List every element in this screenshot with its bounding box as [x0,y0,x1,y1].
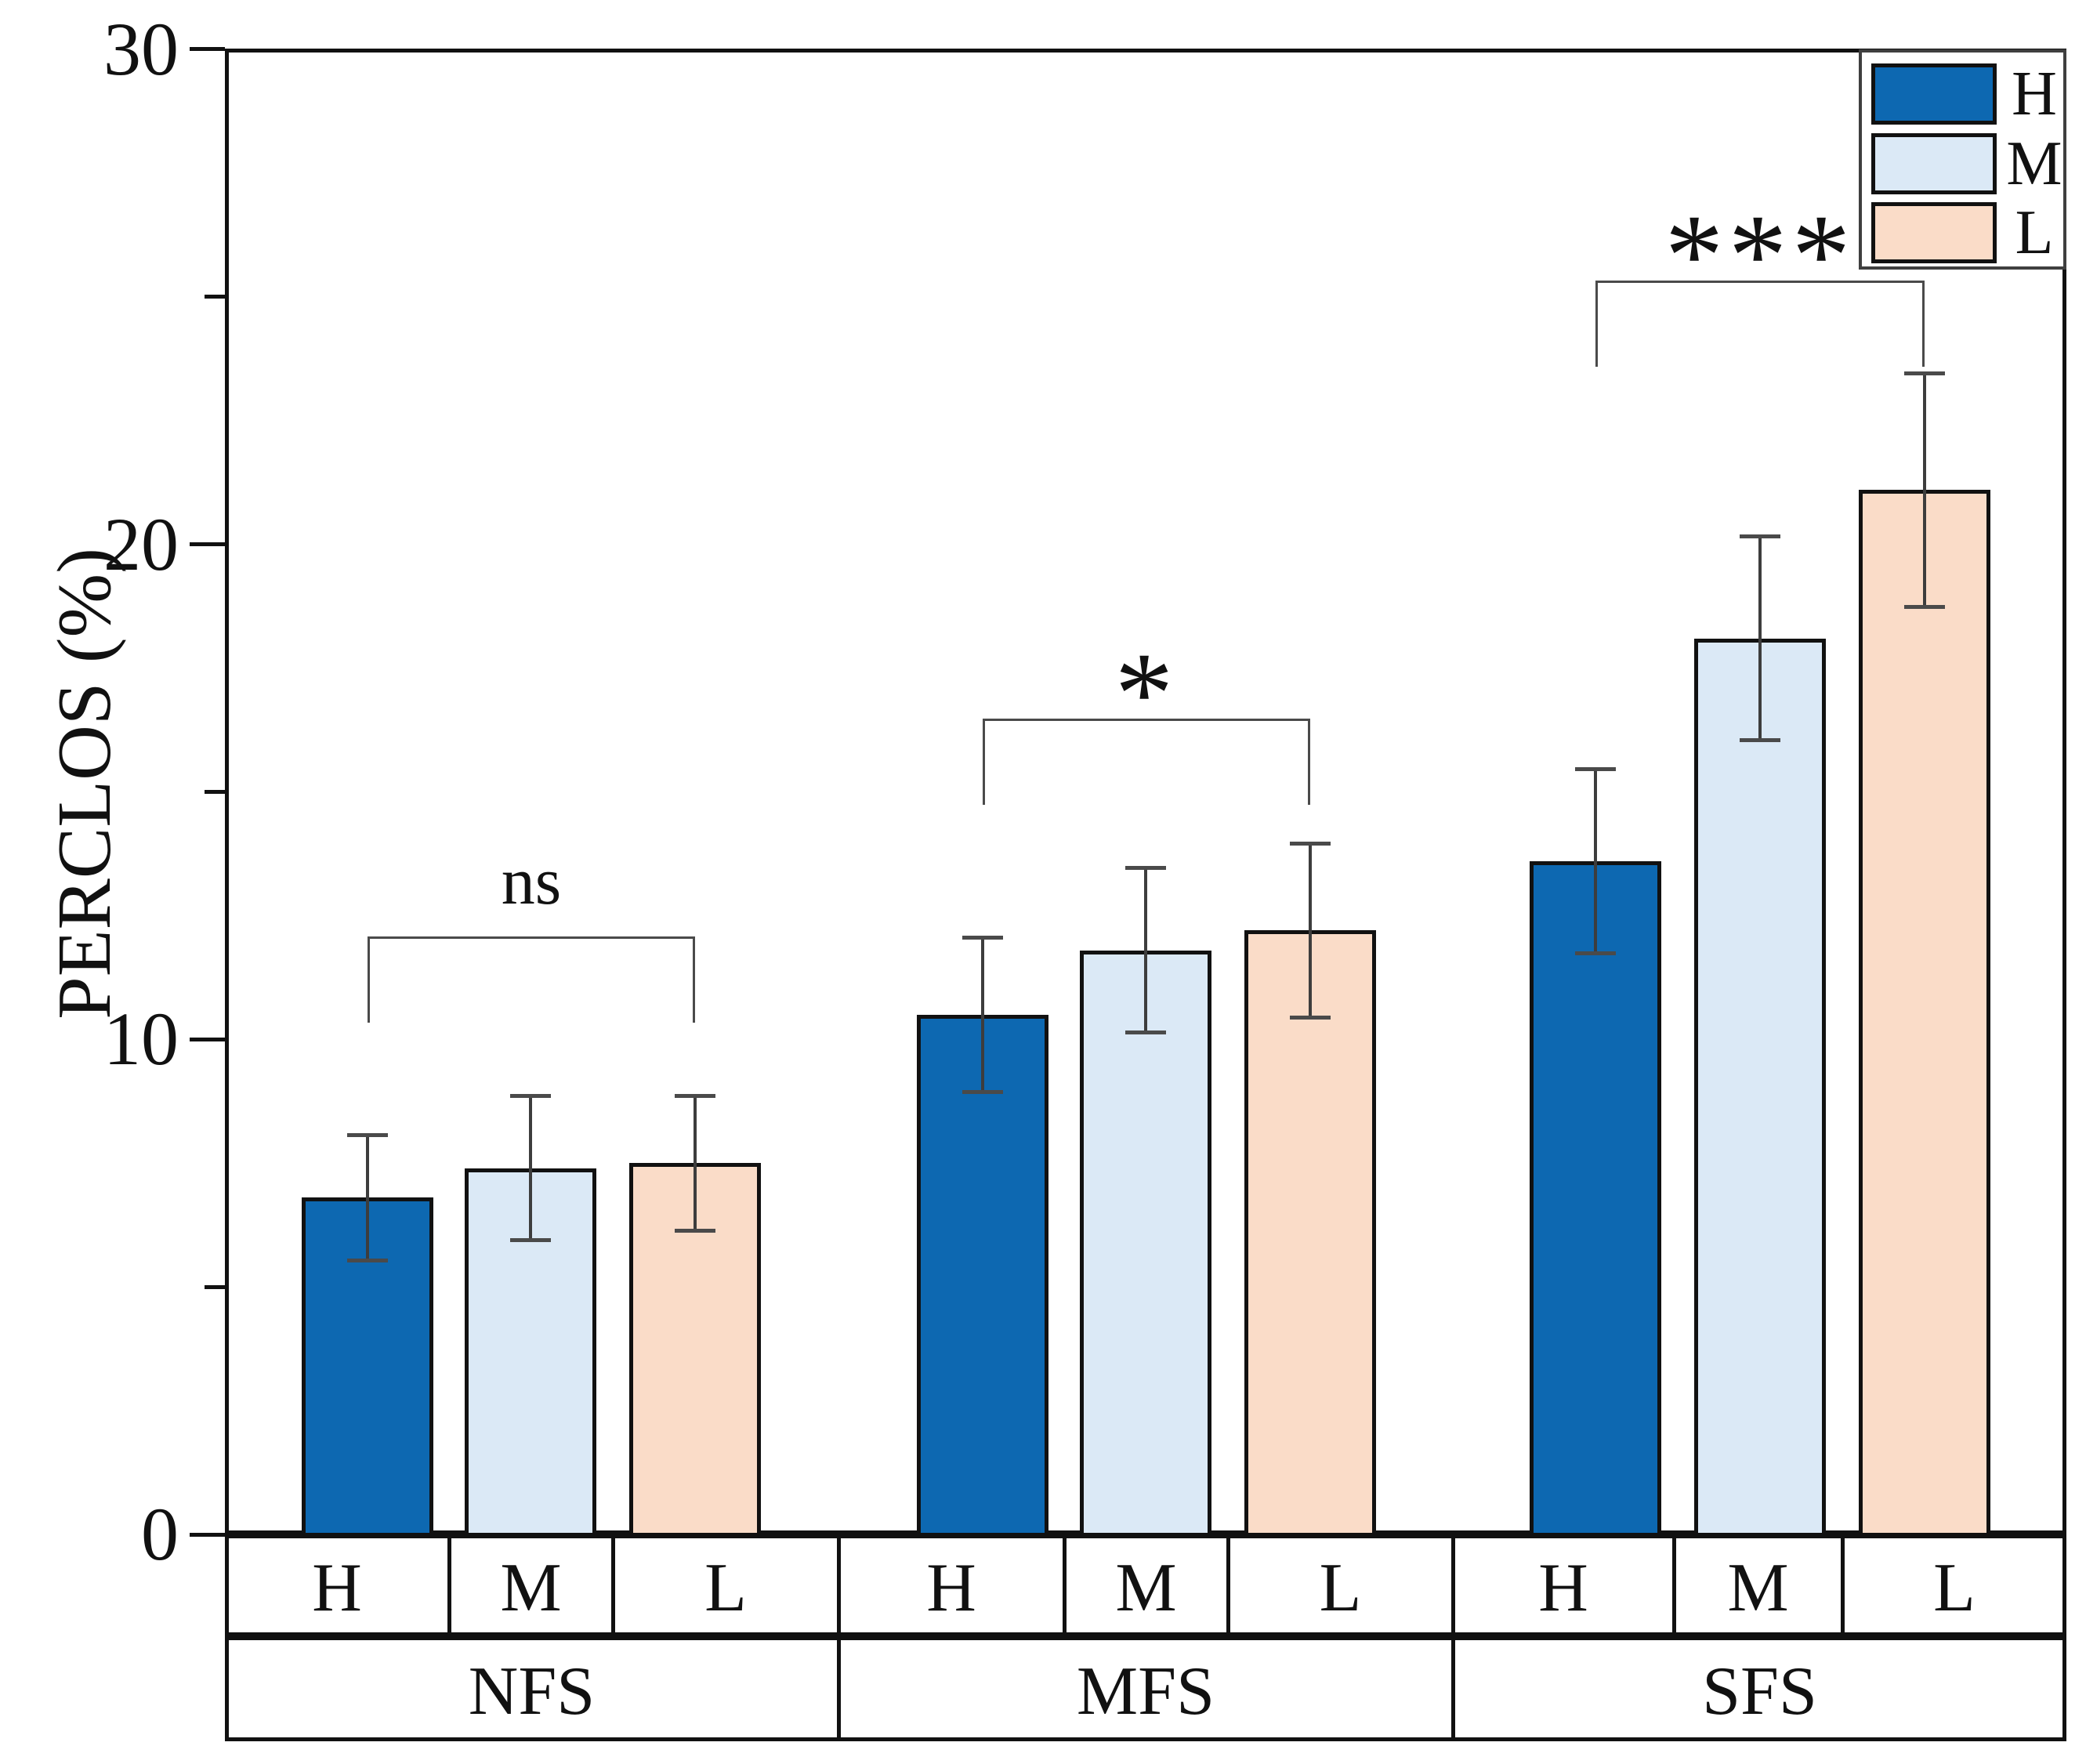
subcategory-label: H [312,1550,362,1626]
sig-label-SFS: *** [1664,190,1856,321]
y-tick-label: 0 [141,1492,179,1576]
subcategory-cell-border [610,1534,615,1636]
error-bar-NFS-M [510,1093,551,1243]
subcategory-label: L [1933,1550,1976,1626]
legend-swatch-L [1871,202,1997,263]
error-bar-bottom-cap [675,1228,715,1233]
category-label: SFS [1702,1654,1817,1730]
y-minor-tick [205,295,225,299]
error-bar-NFS-L [675,1093,715,1233]
error-bar-SFS-L [1904,371,1945,609]
subcategory-cell-border [1450,1534,1455,1636]
error-bar-top-cap [1575,766,1616,771]
y-major-tick [190,1532,225,1537]
y-major-tick [190,47,225,52]
subcategory-label: H [1538,1550,1588,1626]
error-bar-NFS-H [347,1133,388,1262]
legend-label-H: H [2012,60,2057,129]
error-bar-bottom-cap [347,1258,388,1262]
error-bar-stem [1594,766,1597,955]
y-minor-tick [205,1284,225,1289]
legend-label-L: L [2015,198,2054,267]
y-tick-label: 30 [103,6,179,91]
bar-MFS-M [1080,950,1211,1537]
error-bar-SFS-M [1740,534,1780,743]
subcategory-cell-border [1062,1534,1067,1636]
legend-label-M: M [2006,129,2062,198]
category-row [225,1636,2066,1741]
legend-swatch-H [1871,63,1997,125]
error-bar-bottom-cap [1290,1016,1331,1020]
error-bar-bottom-cap [1904,604,1945,609]
y-major-tick [190,1037,225,1041]
error-bar-stem [694,1093,697,1233]
error-bar-stem [1758,534,1762,743]
error-bar-top-cap [962,935,1003,940]
category-label: NFS [468,1654,596,1730]
error-bar-stem [529,1093,532,1243]
error-bar-top-cap [347,1133,388,1138]
error-bar-bottom-cap [510,1238,551,1243]
subcategory-cell-border [836,1534,841,1636]
category-label: MFS [1076,1654,1215,1730]
sig-bracket-MFS [983,719,1310,805]
sig-bracket-SFS [1595,281,1925,367]
error-bar-top-cap [1740,534,1780,539]
subcategory-label: M [500,1550,562,1626]
y-tick-label: 10 [103,997,179,1081]
error-bar-top-cap [1904,371,1945,375]
sig-bracket-NFS [368,936,695,1023]
subcategory-label: L [704,1550,747,1626]
error-bar-top-cap [510,1093,551,1098]
bar-MFS-L [1244,930,1376,1537]
error-bar-MFS-L [1290,841,1331,1020]
y-major-tick [190,542,225,547]
error-bar-stem [1923,371,1926,609]
category-cell-border [836,1636,841,1741]
subcategory-label: H [926,1550,976,1626]
subcategory-label: L [1319,1550,1362,1626]
subcategory-cell-border [1840,1534,1845,1636]
error-bar-bottom-cap [962,1089,1003,1094]
bar-SFS-M [1694,638,1826,1537]
error-bar-stem [1144,866,1147,1034]
bar-SFS-H [1530,860,1661,1537]
subcategory-label: M [1115,1550,1177,1626]
error-bar-SFS-H [1575,766,1616,955]
error-bar-top-cap [1125,866,1166,871]
subcategory-cell-border [447,1534,451,1636]
error-bar-bottom-cap [1575,951,1616,955]
bar-SFS-L [1859,490,1990,1537]
y-minor-tick [205,789,225,794]
error-bar-bottom-cap [1125,1031,1166,1034]
legend-swatch-M [1871,133,1997,194]
error-bar-bottom-cap [1740,738,1780,743]
error-bar-MFS-M [1125,866,1166,1034]
error-bar-stem [366,1133,369,1262]
subcategory-cell-border [1226,1534,1230,1636]
subcategory-cell-border [1671,1534,1676,1636]
sig-label-NFS: ns [501,843,562,918]
subcategory-row [225,1534,2066,1636]
error-bar-MFS-H [962,935,1003,1094]
y-tick-label: 20 [103,502,179,586]
error-bar-stem [981,935,984,1094]
category-cell-border [1450,1636,1455,1741]
error-bar-top-cap [675,1093,715,1098]
error-bar-top-cap [1290,841,1331,846]
sig-label-MFS: * [1114,628,1179,759]
subcategory-label: M [1727,1550,1789,1626]
error-bar-stem [1309,841,1312,1020]
